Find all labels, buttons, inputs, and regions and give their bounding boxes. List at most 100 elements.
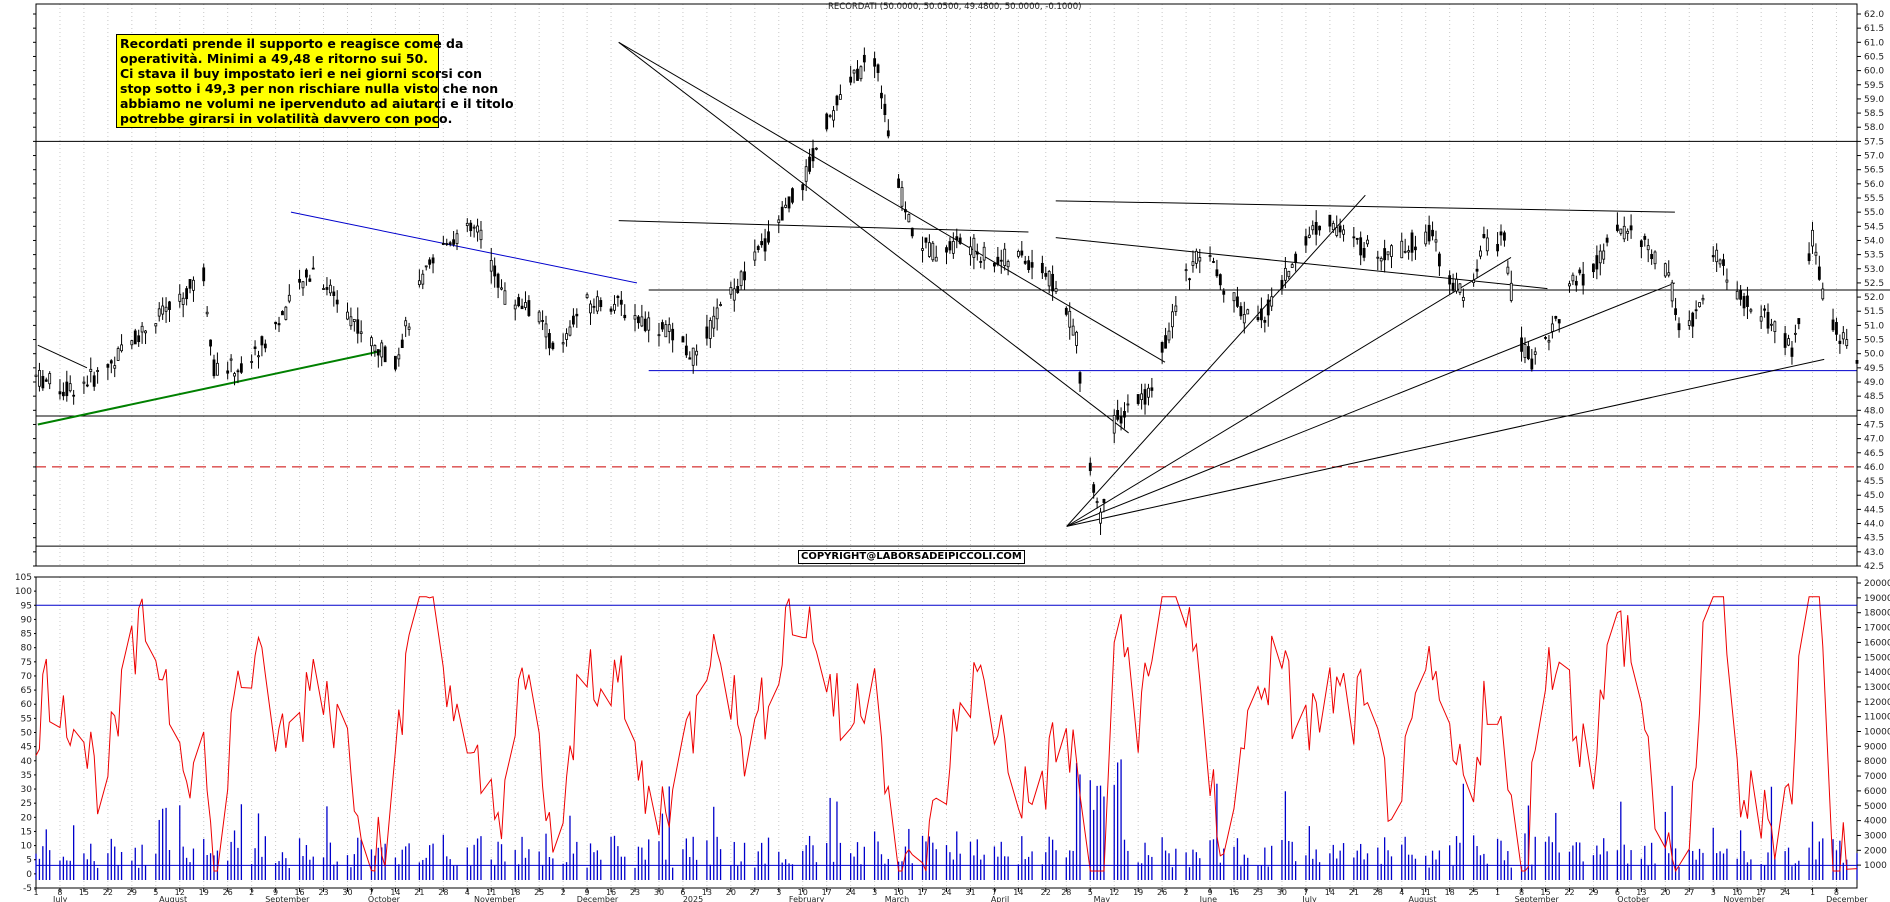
x-day-label: 5 — [153, 888, 158, 897]
candle-body — [383, 346, 387, 363]
candle-body — [1068, 310, 1072, 328]
candle-body — [1427, 224, 1431, 242]
x-day-label: 23 — [1253, 888, 1263, 897]
candle-body — [1458, 283, 1462, 293]
price-tick-label: 59.0 — [1864, 95, 1884, 105]
x-day-label: 16 — [606, 888, 616, 897]
x-day-label: 1 — [33, 888, 38, 897]
candle-body — [780, 206, 784, 221]
candle-body — [1701, 297, 1705, 301]
candle-body — [370, 337, 373, 347]
price-tick-label: 59.5 — [1864, 81, 1884, 91]
candle-body — [541, 320, 544, 322]
candle-body — [660, 322, 664, 330]
candle-body — [900, 187, 904, 207]
candle-body — [1746, 295, 1749, 307]
candle-body — [185, 288, 189, 300]
x-month-label: December — [1826, 895, 1868, 902]
x-day-label: 24 — [1780, 888, 1790, 897]
x-day-label: 4 — [1399, 888, 1404, 897]
candle-body — [904, 209, 907, 213]
candle-body — [1831, 319, 1835, 331]
candle-body — [1485, 237, 1489, 252]
price-tick-label: 53.0 — [1864, 265, 1884, 275]
candle-body — [999, 259, 1003, 262]
candle-body — [859, 66, 863, 80]
candle-body — [41, 375, 45, 389]
candle-body — [253, 346, 257, 349]
candle-body — [1328, 214, 1332, 227]
candle-body — [880, 92, 883, 99]
candle-body — [527, 300, 531, 316]
candle-body — [322, 288, 325, 290]
candle-body — [1841, 332, 1845, 340]
x-day-label: 14 — [1325, 888, 1335, 897]
candle-body — [1595, 255, 1599, 270]
candle-body — [585, 294, 589, 298]
candle-body — [1718, 259, 1722, 265]
candle-body — [1208, 255, 1212, 257]
candle-body — [1338, 225, 1342, 233]
x-day-label: 23 — [318, 888, 328, 897]
trend-line — [1055, 200, 1675, 213]
candle-body — [1215, 269, 1219, 277]
candle-body — [479, 229, 483, 241]
x-day-label: 23 — [630, 888, 640, 897]
candle-body — [791, 188, 794, 203]
candle-body — [1136, 394, 1140, 404]
volume-tick-label: 9000 — [1864, 742, 1887, 752]
x-day-label: 29 — [1588, 888, 1598, 897]
candle-body — [667, 324, 671, 332]
candle-body — [684, 345, 688, 356]
candle-body — [188, 279, 192, 289]
candle-body — [236, 370, 240, 373]
candle-body — [113, 365, 117, 369]
oscillator-tick-label: 55 — [21, 714, 32, 724]
price-tick-label: 54.5 — [1864, 222, 1884, 232]
candle-body — [568, 326, 572, 336]
candle-body — [589, 303, 592, 314]
candle-body — [616, 295, 620, 299]
candle-body — [544, 323, 548, 338]
candle-body — [352, 319, 356, 322]
candle-body — [226, 370, 230, 374]
x-day-label: 27 — [1684, 888, 1694, 897]
candle-body — [647, 317, 651, 331]
price-tick-label: 56.0 — [1864, 180, 1884, 190]
candle-body — [1071, 325, 1075, 336]
candle-body — [144, 330, 147, 334]
candle-body — [1232, 292, 1236, 302]
x-day-label: 3 — [1711, 888, 1716, 897]
x-day-label: 19 — [199, 888, 209, 897]
candle-body — [120, 344, 123, 352]
candle-body — [548, 333, 551, 349]
x-day-label: 25 — [534, 888, 544, 897]
candle-body — [1376, 256, 1380, 259]
oscillator-tick-label: -5 — [23, 884, 32, 894]
trend-line — [37, 349, 383, 426]
candle-body — [1027, 260, 1031, 271]
candle-body — [1472, 279, 1476, 283]
x-month-label: December — [577, 895, 619, 902]
candle-body — [308, 278, 312, 282]
candle-body — [1749, 309, 1753, 312]
candle-body — [1112, 414, 1116, 434]
candle-body — [1643, 235, 1647, 240]
candle-body — [1218, 274, 1222, 286]
candle-body — [1725, 279, 1729, 283]
candle-body — [1742, 296, 1746, 309]
candle-body — [619, 299, 623, 305]
candle-body — [551, 342, 555, 350]
candle-body — [1164, 335, 1167, 349]
x-day-label: 13 — [702, 888, 712, 897]
candle-body — [1735, 290, 1739, 300]
candle-body — [763, 238, 767, 252]
price-tick-label: 48.5 — [1864, 392, 1884, 402]
candle-body — [688, 357, 692, 360]
candle-body — [140, 325, 144, 333]
candle-body — [934, 256, 938, 262]
candle-body — [493, 265, 497, 277]
candle-body — [257, 355, 260, 358]
annotation-line: Ci stava il buy impostato ieri e nei gio… — [120, 66, 482, 81]
candle-body — [1044, 273, 1048, 277]
